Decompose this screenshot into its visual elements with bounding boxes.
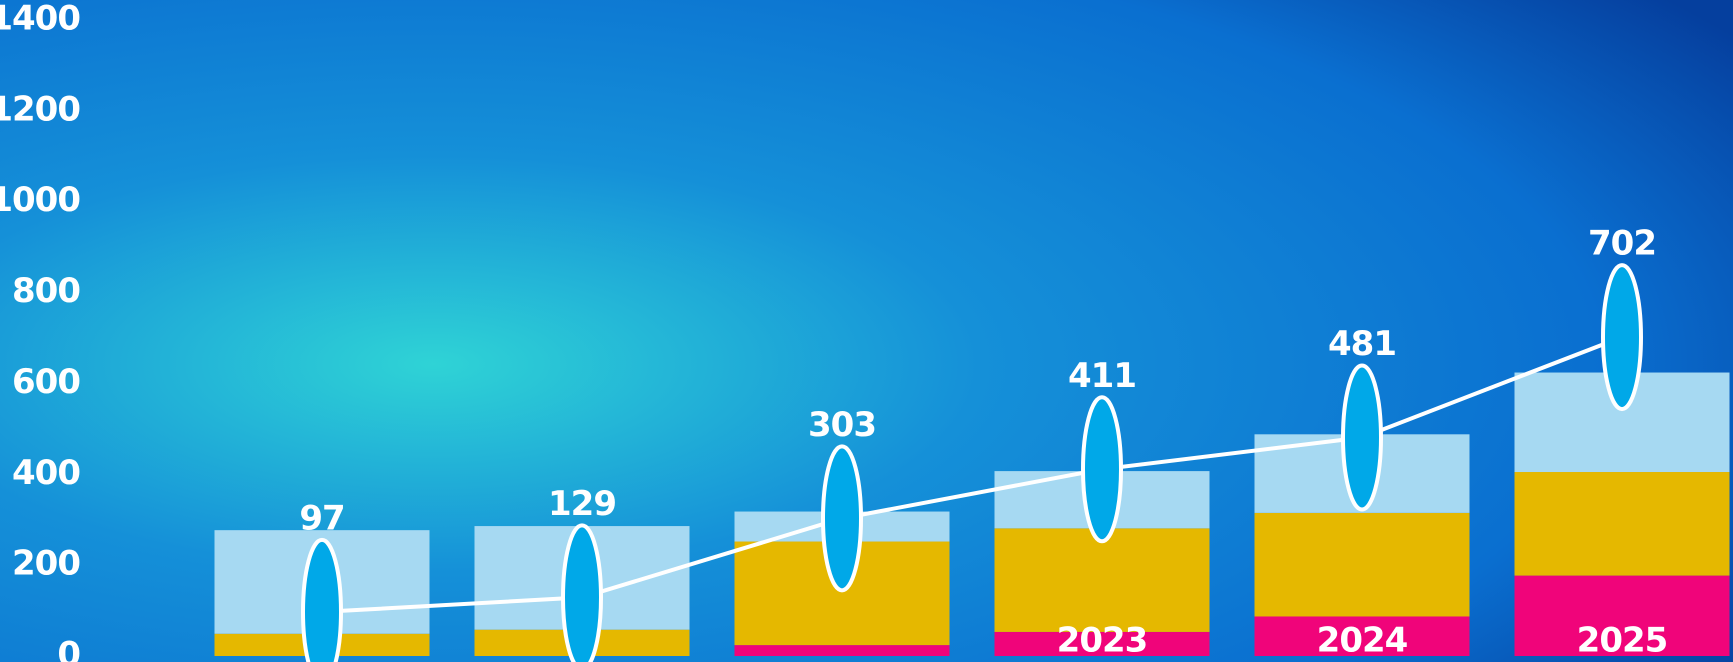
marker — [561, 523, 603, 662]
bar-segment — [1254, 512, 1470, 617]
marker — [1601, 263, 1643, 412]
data-label: 481 — [1328, 324, 1396, 364]
bar-segment — [1514, 472, 1730, 576]
y-tick-label: 1400 — [0, 0, 80, 39]
y-tick-label: 1200 — [0, 89, 80, 129]
y-tick-label: 1000 — [0, 180, 80, 220]
y-tick-label: 0 — [57, 635, 80, 662]
y-tick-label: 800 — [12, 271, 80, 311]
bar-segment — [994, 631, 1210, 656]
marker — [1341, 363, 1383, 512]
data-label: 702 — [1588, 224, 1656, 264]
bar-segment — [994, 528, 1210, 632]
line — [321, 335, 1623, 614]
y-tick-label: 200 — [12, 544, 80, 584]
x-tick-label: 2024 — [1317, 621, 1408, 661]
data-label: 129 — [548, 484, 616, 524]
marker — [1081, 395, 1123, 544]
bar-segment — [1254, 616, 1470, 656]
data-label: 303 — [808, 405, 876, 445]
bar-segment — [1514, 575, 1730, 656]
data-label: 97 — [299, 498, 344, 538]
y-tick-label: 600 — [12, 362, 80, 402]
x-tick-label: 2023 — [1057, 621, 1148, 661]
y-tick-label: 400 — [12, 453, 80, 493]
bar-segment — [734, 645, 950, 656]
data-label: 411 — [1068, 356, 1136, 396]
marker — [821, 444, 863, 593]
x-tick-label: 2025 — [1577, 621, 1668, 661]
marker — [301, 537, 343, 662]
